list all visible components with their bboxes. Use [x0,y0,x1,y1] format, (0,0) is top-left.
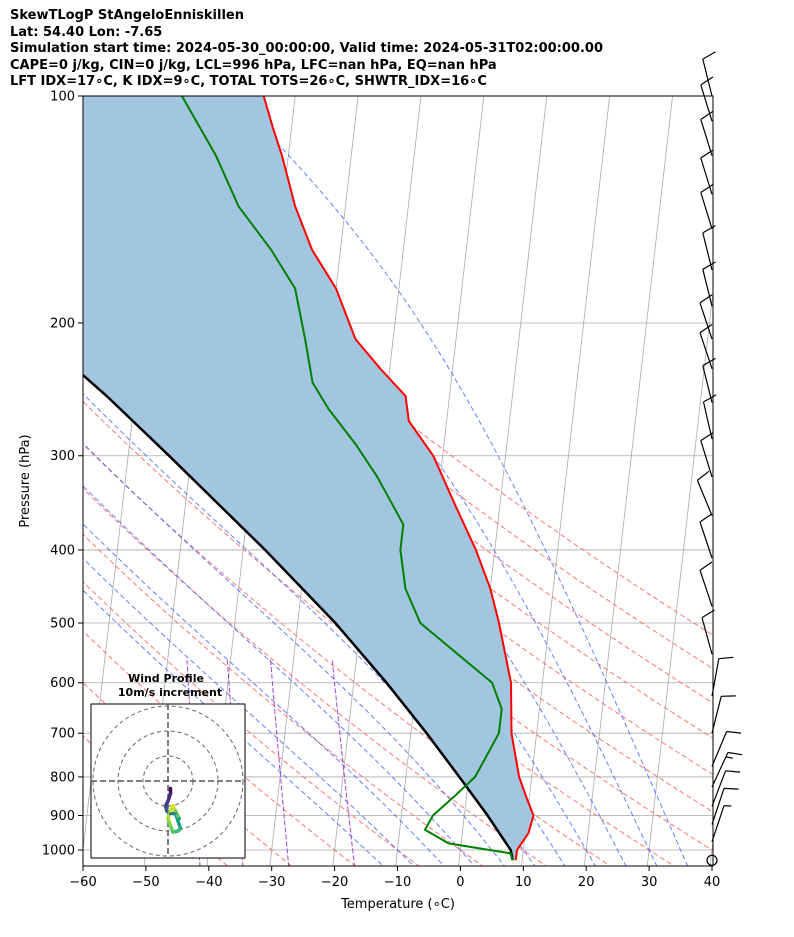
parcel-profile-line [83,373,514,861]
hodograph-point [173,809,178,813]
moist-adiabat-line [83,523,445,866]
isotherm-line [646,288,713,866]
y-tick-label: 900 [50,809,75,824]
x-tick-label: −30 [258,875,285,890]
wind-barb [700,110,714,156]
chart-indices-line-2: LFT IDX=17∘C, K IDX=9∘C, TOTAL TOTS=26∘C… [10,74,487,89]
wind-profile-inset: Wind Profile 10m/s increment [90,672,246,859]
chart-title-line: SkewTLogP StAngeloEnniskillen [10,8,244,23]
hodograph-point [168,824,173,828]
wind-barb [699,324,713,369]
hodograph-point [168,809,173,813]
y-tick-label: 500 [50,617,75,632]
hodograph-point [173,811,178,816]
wind-barb [711,805,732,842]
wind-barb [700,183,714,229]
hodograph-point [178,826,183,831]
mixing-ratio-line [270,660,290,866]
wind-barb [699,561,713,607]
moist-adiabat-line [83,485,475,866]
wind-barb [699,513,713,559]
wind-barb-calm [706,854,718,866]
y-tick-label: 700 [50,727,75,742]
parcel-temp-shade [83,96,534,861]
y-tick-label: 800 [50,770,75,785]
chart-header: SkewTLogP StAngeloEnniskillen Lat: 54.40… [10,8,603,91]
x-tick-label: 0 [456,875,464,890]
y-tick-label: 600 [50,676,75,691]
dry-adiabat-line [83,135,713,636]
x-tick-label: −20 [321,875,348,890]
mixing-ratio-line [331,660,356,866]
moist-adiabat-line [83,557,415,866]
hodograph-point [168,791,173,796]
x-tick-label: 40 [704,875,721,890]
x-axis-label: Temperature (∘C) [340,897,455,912]
wind-barb [702,225,716,270]
chart-time-line: Simulation start time: 2024-05-30_00:00:… [10,41,603,56]
y-tick-label: 100 [50,90,75,105]
y-tick-label: 400 [50,543,75,558]
wind-barbs [696,51,743,866]
wind-barb [700,149,714,195]
wind-barb [711,730,742,767]
hodograph-point [177,816,181,821]
chart-indices-line-1: CAPE=0 j/kg, CIN=0 j/kg, LCL=996 hPa, LF… [10,57,497,73]
hodograph-point [176,829,180,833]
x-tick-label: 30 [641,875,658,890]
temperature-line [262,96,535,861]
hodograph-point [171,830,175,834]
y-axis-label: Pressure (hPa) [18,434,33,527]
x-tick-label: 20 [578,875,595,890]
y-tick-label: 300 [50,449,75,464]
wind-barb [711,656,734,697]
inset-subtitle: 10m/s increment [118,686,222,699]
x-tick-label: −60 [69,875,96,890]
hodograph-point [168,786,173,791]
wind-barb [700,432,714,478]
hodograph-point [171,804,175,808]
wind-barb [702,261,716,307]
profile-lines [83,96,535,861]
wind-barb [696,470,713,516]
moist-adiabat-line [83,589,384,866]
wind-barb [700,76,714,122]
inset-title: Wind Profile [128,672,204,685]
hodograph-point [168,811,173,816]
wind-barb [702,51,716,97]
y-axis-ticks: 100 200 300 400 500 600 700 800 900 1000 [42,90,83,859]
hodograph-point [163,804,168,808]
hodograph-point [165,809,169,813]
chart-location-line: Lat: 54.40 Lon: -7.65 [10,24,163,40]
y-tick-label: 200 [50,316,75,331]
y-tick-label: 1000 [42,844,75,859]
isotherm-line [521,96,611,866]
wind-barb [701,609,715,655]
wind-barb [711,751,743,788]
hodograph-point [176,819,180,823]
wind-barb [711,770,741,807]
x-tick-label: −40 [195,875,222,890]
wind-barb [711,787,739,825]
hodograph-point [166,816,170,821]
isotherm-line [709,837,713,866]
dewpoint-line [181,96,514,861]
moist-adiabat-line [231,96,689,866]
dry-adiabat-line [83,581,420,866]
wind-barb [711,695,736,734]
x-tick-label: 10 [515,875,532,890]
hodograph-point [166,799,170,803]
wind-barb [702,357,716,403]
isotherm-line [583,96,673,866]
x-axis-ticks: −60 −50 −40 −30 −20 −10 0 10 20 30 40 [69,866,720,890]
wind-barb [702,394,717,440]
x-tick-label: −50 [132,875,159,890]
x-tick-label: −10 [384,875,411,890]
